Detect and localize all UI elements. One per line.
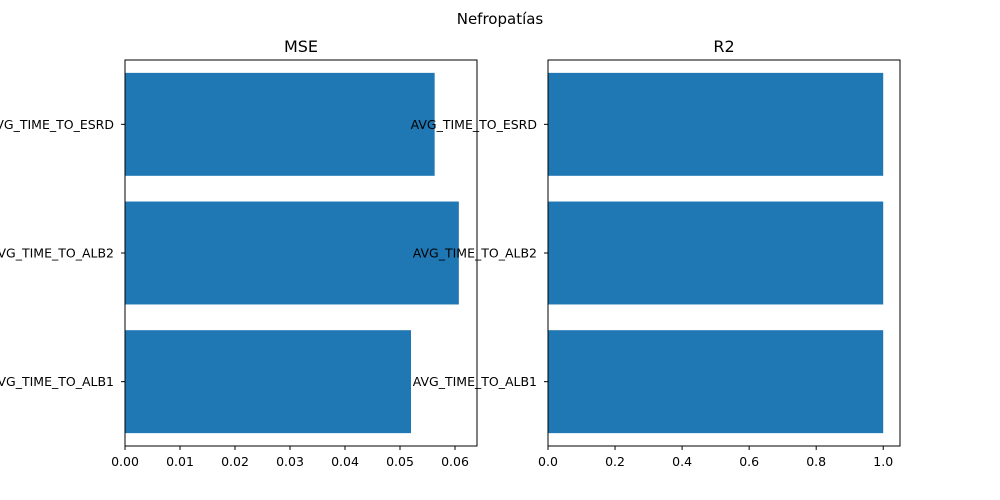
r2-bar-avg-time-to-alb2 [548,201,884,305]
mse-xtick-label: 0.00 [111,454,139,469]
mse-bar-avg-time-to-alb1 [125,330,411,434]
r2-xtick-label: 0.8 [806,454,826,469]
mse-axes-frame [124,59,478,447]
mse-bar-avg-time-to-esrd [125,72,435,176]
r2-xtick-label: 0.4 [672,454,692,469]
r2-bar-avg-time-to-alb1 [548,330,884,434]
r2-xtick-label: 0.0 [538,454,558,469]
mse-xtick-label: 0.04 [331,454,359,469]
r2-xtick-label: 0.2 [605,454,625,469]
mse-title: MSE [284,37,318,56]
mse-xtick-label: 0.05 [386,454,414,469]
r2-panel: R2 AVG_TIME_TO_ALB1 AVG_TIME_TO_ALB2 AVG_TI… [411,37,901,469]
r2-category-label: AVG_TIME_TO_ALB1 [413,374,537,389]
r2-axes-frame [547,59,901,447]
mse-category-label: AVG_TIME_TO_ALB1 [0,374,114,389]
mse-panel: MSE AVG_TIME_TO_ALB1 AVG_TIME_TO_ALB2 AVG_T… [0,37,478,469]
figure-title: Nefropatías [457,10,544,28]
mse-xtick-label: 0.06 [441,454,469,469]
mse-xtick-label: 0.03 [276,454,304,469]
r2-category-label: AVG_TIME_TO_ESRD [411,117,537,132]
mse-bar-avg-time-to-alb2 [125,201,459,305]
r2-xtick-label: 0.6 [739,454,759,469]
r2-xtick-label: 1.0 [873,454,893,469]
mse-xtick-label: 0.01 [166,454,194,469]
r2-bar-avg-time-to-esrd [548,72,884,176]
mse-category-label: AVG_TIME_TO_ALB2 [0,246,114,261]
r2-category-label: AVG_TIME_TO_ALB2 [413,246,537,261]
mse-category-label: AVG_TIME_TO_ESRD [0,117,114,132]
mse-xtick-label: 0.02 [221,454,249,469]
r2-title: R2 [713,37,734,56]
